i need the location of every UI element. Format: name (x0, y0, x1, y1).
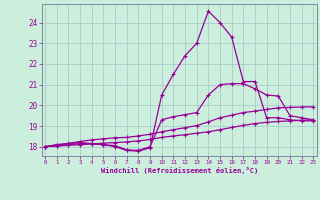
X-axis label: Windchill (Refroidissement éolien,°C): Windchill (Refroidissement éolien,°C) (100, 167, 258, 174)
